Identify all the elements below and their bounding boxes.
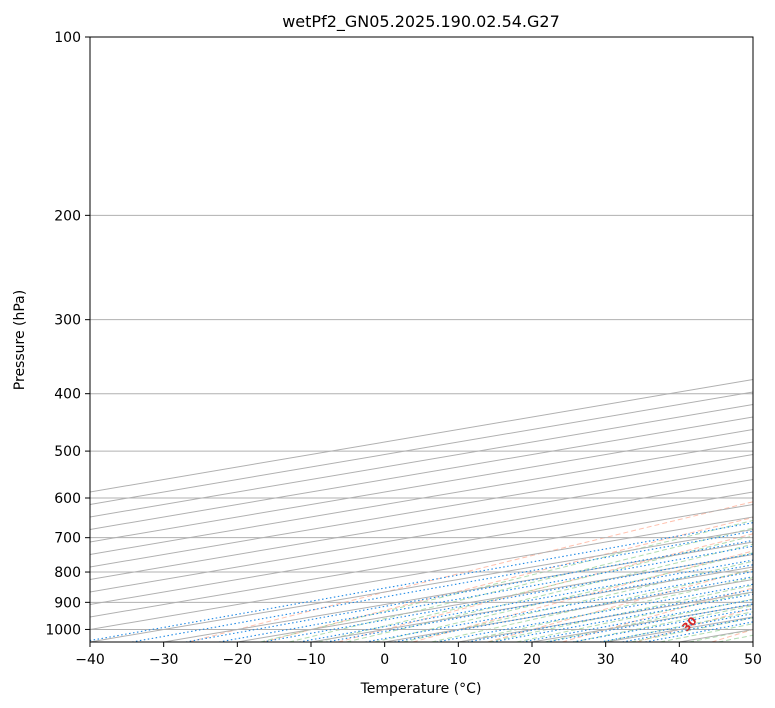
mixing-ratio-line (572, 608, 753, 642)
isotherm-line (90, 453, 753, 568)
plot-frame (89, 36, 754, 643)
y-tick-label: 500 (54, 444, 81, 460)
moist-adiabat (487, 584, 753, 642)
mixing-ratio-line (599, 613, 753, 642)
mixing-ratio-line (131, 530, 753, 642)
mixing-ratio-line (185, 539, 753, 642)
mixing-ratio-line (326, 564, 753, 642)
moist-adiabat (317, 535, 753, 642)
isotherm-line (90, 428, 753, 543)
isotherm-line (90, 466, 753, 581)
chart-title: wetPf2_GN05.2025.190.02.54.G27 (282, 12, 560, 32)
y-tick-label: 100 (54, 30, 81, 46)
plot-area: −100−90−80−70−60−50−40−30−20−100.10.20.4… (90, 37, 753, 642)
isotherm-line (90, 528, 753, 642)
moist-adiabat (288, 527, 753, 642)
x-tick-label: 40 (670, 652, 688, 668)
isotherms (90, 378, 753, 642)
mixing-ratio-line (299, 559, 753, 642)
moist-adiabat (544, 598, 753, 642)
x-tick-label: −10 (296, 652, 326, 668)
x-axis-label: Temperature (°C) (360, 681, 482, 697)
moist-adiabat (516, 591, 753, 642)
y-tick-label: 200 (54, 208, 81, 224)
x-tick-label: −30 (149, 652, 179, 668)
x-axis: −40 −30 −20 −10 0 10 20 30 40 50 (75, 642, 762, 668)
y-tick-label: 300 (54, 313, 81, 329)
x-tick-label: 10 (449, 652, 467, 668)
mixing-ratio-line (218, 545, 753, 642)
y-tick-label: 1000 (45, 622, 81, 638)
isobars (90, 37, 753, 630)
y-axis-label: Pressure (hPa) (12, 290, 28, 390)
isotherm-line (90, 478, 753, 593)
y-tick-label: 800 (54, 565, 81, 581)
y-axis: 100 200 300 400 500 600 700 800 900 1000 (45, 30, 90, 638)
x-tick-label: 50 (744, 652, 762, 668)
mixing-ratio-lines (90, 522, 753, 642)
mixing-ratio-line (262, 553, 753, 642)
x-tick-label: 20 (523, 652, 541, 668)
y-tick-label: 900 (54, 595, 81, 611)
x-tick-label: −40 (75, 652, 105, 668)
isotherm-line (90, 516, 753, 631)
y-tick-label: 400 (54, 387, 81, 403)
mixing-ratio-line (622, 617, 753, 642)
x-tick-label: 0 (380, 652, 389, 668)
isotherm-line (90, 441, 753, 556)
y-tick-label: 700 (54, 531, 81, 547)
isotherm-line (90, 503, 753, 618)
y-tick-label: 600 (54, 491, 81, 507)
isotherm-line (90, 491, 753, 606)
x-tick-label: −20 (223, 652, 253, 668)
x-tick-label: 30 (597, 652, 615, 668)
moist-adiabat (431, 569, 753, 642)
